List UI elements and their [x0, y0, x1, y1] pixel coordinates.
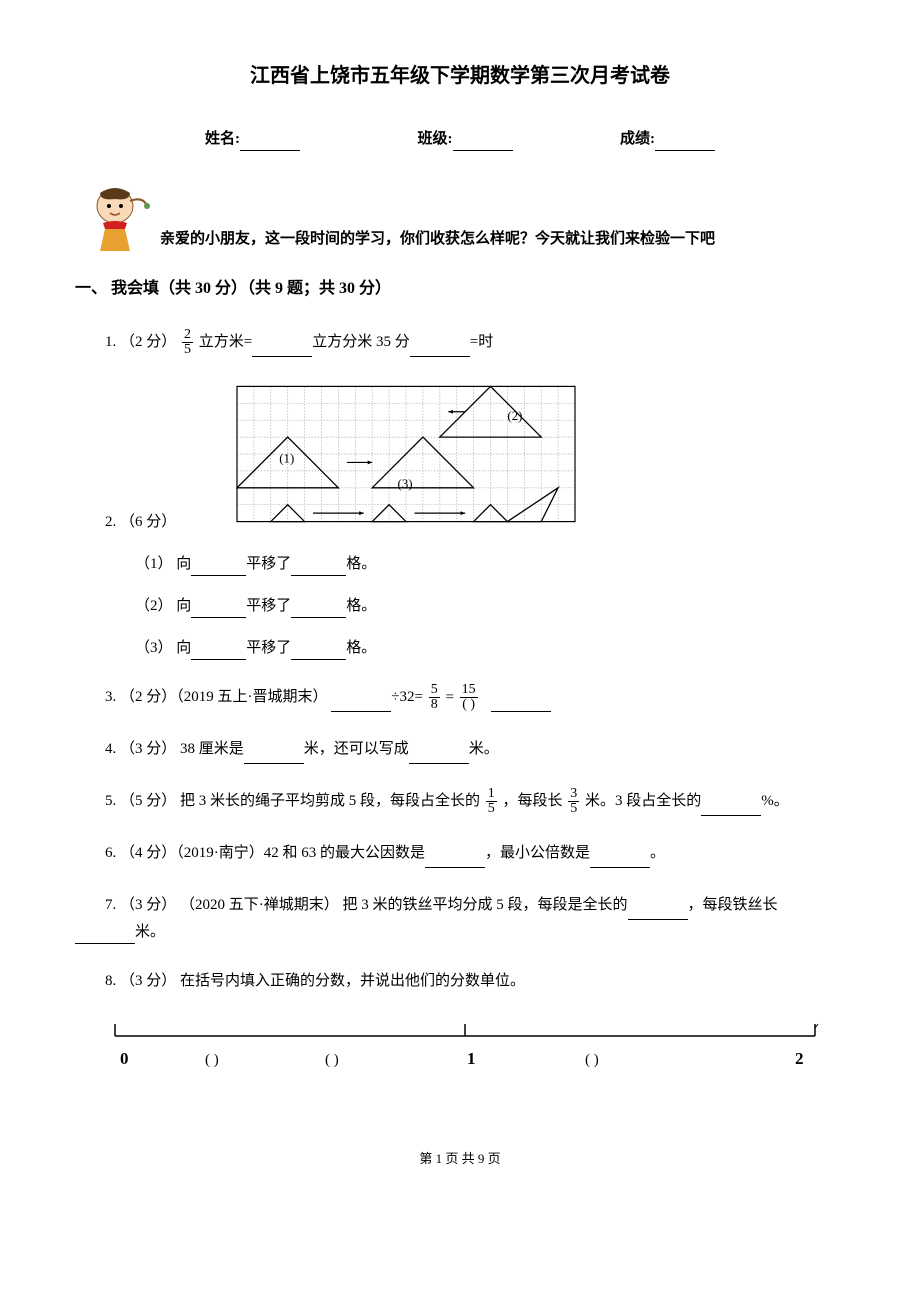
q4-prefix: 4. （3 分） 38 厘米是 [105, 741, 244, 757]
svg-text:2: 2 [795, 1049, 804, 1068]
intro-text: 亲爱的小朋友，这一段时间的学习，你们收获怎么样呢？今天就让我们来检验一下吧 [160, 227, 715, 256]
q3-blank1[interactable] [331, 694, 391, 712]
q3-eq: = [445, 689, 453, 705]
q1-blank2[interactable] [410, 339, 470, 357]
question-5: 5. （5 分） 把 3 米长的绳子平均剪成 5 段，每段占全长的 1 5 ，每… [75, 786, 845, 816]
question-6: 6. （4 分）（2019·南宁）42 和 63 的最大公因数是 ，最小公倍数是 。 [75, 838, 845, 868]
q7-blank1[interactable] [628, 902, 688, 920]
q1-prefix: 1. （2 分） [105, 334, 176, 350]
q7-blank2[interactable] [75, 926, 135, 944]
class-blank[interactable] [453, 133, 513, 151]
q2s1-blank2[interactable] [291, 558, 346, 576]
q4-t1: 米，还可以写成 [304, 741, 409, 757]
q2-sub2: （2） 向平移了格。 [105, 594, 845, 618]
svg-text:( ): ( ) [325, 1052, 339, 1068]
q3-prefix: 3. （2 分）（2019 五上·晋城期末） [105, 689, 331, 705]
score-blank[interactable] [655, 133, 715, 151]
svg-text:(1): (1) [280, 450, 295, 465]
q2s2-blank1[interactable] [191, 600, 246, 618]
q6-blank2[interactable] [590, 850, 650, 868]
q1-t2: 立方分米 35 分 [312, 334, 410, 350]
q8-number-line: 0 1 2 ( ) ( ) ( ) [105, 1011, 825, 1081]
q5-frac1: 1 5 [486, 787, 497, 816]
question-8: 8. （3 分） 在括号内填入正确的分数，并说出他们的分数单位。 0 1 2 ( ) (… [75, 966, 845, 1089]
q2-sub3: （3） 向平移了格。 [105, 636, 845, 660]
q5-t1: ，每段长 [503, 793, 567, 809]
q6-t2: 。 [650, 845, 665, 861]
name-blank[interactable] [240, 133, 300, 151]
score-label: 成绩: [620, 127, 655, 151]
svg-text:( ): ( ) [585, 1052, 599, 1068]
page-footer: 第 1 页 共 9 页 [75, 1149, 845, 1170]
q2s2-blank2[interactable] [291, 600, 346, 618]
header-row: 姓名: 班级: 成绩: [75, 127, 845, 151]
intro-row: 亲爱的小朋友，这一段时间的学习，你们收获怎么样呢？今天就让我们来检验一下吧 [75, 181, 845, 256]
svg-text:0: 0 [120, 1049, 129, 1068]
q1-t1: 立方米= [199, 334, 252, 350]
q5-frac2: 3 5 [568, 787, 579, 816]
class-label: 班级: [418, 127, 453, 151]
svg-text:( ): ( ) [205, 1052, 219, 1068]
q2s3-blank1[interactable] [191, 642, 246, 660]
q4-t2: 米。 [469, 741, 499, 757]
q7-t2: 米。 [135, 924, 165, 940]
q5-blank1[interactable] [701, 798, 761, 816]
section-title: 一、 我会填（共 30 分）（共 9 题；共 30 分） [75, 276, 845, 302]
question-2: 2. （6 分） (1) (2) (3) （1） 向平移了格。 （2） 向平移了格。… [75, 379, 845, 660]
question-7: 7. （3 分） （2020 五下·禅城期末） 把 3 米的铁丝平均分成 5 段… [75, 890, 845, 944]
q5-prefix: 5. （5 分） 把 3 米长的绳子平均剪成 5 段，每段占全长的 [105, 793, 484, 809]
name-label: 姓名: [205, 127, 240, 151]
q5-t2: 米。3 段占全长的 [585, 793, 701, 809]
question-1: 1. （2 分） 2 5 立方米= 立方分米 35 分 =时 [75, 327, 845, 357]
exam-title: 江西省上饶市五年级下学期数学第三次月考试卷 [75, 60, 845, 92]
question-3: 3. （2 分）（2019 五上·晋城期末） ÷32= 5 8 = 15 ( ) [75, 682, 845, 713]
q1-fraction: 2 5 [182, 328, 193, 357]
q8-prefix: 8. （3 分） 在括号内填入正确的分数，并说出他们的分数单位。 [105, 973, 525, 989]
q6-t1: ，最小公倍数是 [485, 845, 590, 861]
q3-frac-left: 5 8 [429, 683, 440, 712]
q1-blank1[interactable] [252, 339, 312, 357]
q2-prefix: 2. （6 分） [105, 510, 176, 534]
q3-blank2[interactable] [491, 694, 551, 712]
q2s3-blank2[interactable] [291, 642, 346, 660]
q4-blank1[interactable] [244, 746, 304, 764]
q1-t3: =时 [470, 334, 493, 350]
q3-t1: ÷32= [391, 689, 426, 705]
mascot-icon [75, 181, 160, 256]
q4-blank2[interactable] [409, 746, 469, 764]
q7-t1: ，每段铁丝长 [688, 897, 778, 913]
q2s1-blank1[interactable] [191, 558, 246, 576]
svg-text:(3): (3) [398, 475, 413, 490]
q2-grid-figure: (1) (2) (3) [236, 384, 576, 524]
svg-text:1: 1 [467, 1049, 476, 1068]
q6-blank1[interactable] [425, 850, 485, 868]
question-4: 4. （3 分） 38 厘米是 米，还可以写成 米。 [75, 734, 845, 764]
q2-sub1: （1） 向平移了格。 [105, 552, 845, 576]
q3-frac-right: 15 ( ) [460, 683, 478, 712]
q6-prefix: 6. （4 分）（2019·南宁）42 和 63 的最大公因数是 [105, 845, 425, 861]
q7-prefix: 7. （3 分） （2020 五下·禅城期末） 把 3 米的铁丝平均分成 5 段… [105, 897, 628, 913]
svg-text:(2): (2) [508, 408, 523, 423]
q5-t3: %。 [761, 793, 789, 809]
